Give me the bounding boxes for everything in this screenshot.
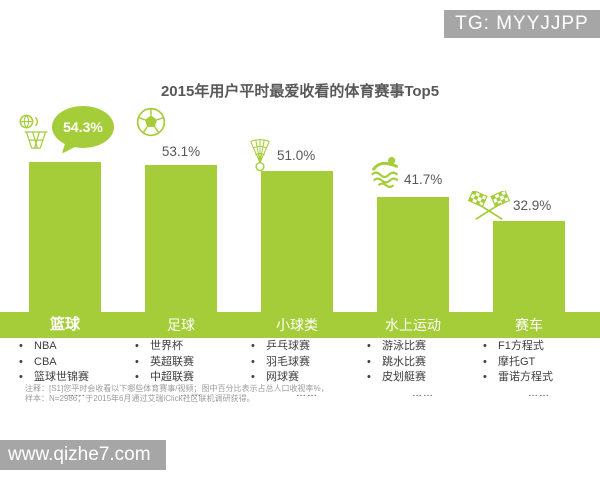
category-band: 篮球 足球 小球类 水上运动 赛车: [0, 312, 600, 338]
bar-1: [29, 162, 101, 312]
list-item: 篮球世锦赛: [19, 370, 131, 386]
list-item: F1方程式: [483, 339, 595, 355]
chart-title: 2015年用户平时最爱收看的体育赛事Top5: [160, 83, 440, 100]
bar-3: [261, 171, 333, 312]
list-item: 游泳比赛: [367, 339, 479, 355]
value-label: 51.0%: [277, 148, 316, 163]
footnote: 注释：[S1]您平时会收看以下哪些体育赛事/视频；图中百分比表示占总人口收视率%…: [25, 384, 329, 403]
footnote-line-2: 样本：N=2986；于2015年6月通过艾瑞iClick社区联机调研获得。: [25, 393, 255, 403]
shuttlecock-icon: [247, 136, 273, 173]
list-ellipsis: ……: [528, 387, 550, 399]
list-item: 羽毛球赛: [251, 355, 363, 371]
list-item: 世界杯: [135, 339, 247, 355]
category-label: 篮球: [49, 316, 81, 333]
list-item: 皮划艇赛: [367, 370, 479, 386]
value-bubble: 54.3%: [52, 106, 114, 148]
basketball-hoop-icon: [16, 113, 54, 151]
value-label: 53.1%: [161, 144, 201, 159]
value-label: 32.9%: [513, 198, 552, 213]
swimmer-icon: [368, 154, 404, 188]
category-label: 小球类: [276, 317, 318, 333]
list-ellipsis: ……: [412, 387, 434, 399]
racing-flags-icon: [466, 189, 512, 221]
list-item: 乒乓球赛: [251, 339, 363, 355]
example-list: F1方程式摩托GT雷诺方程式……: [483, 339, 595, 399]
soccer-ball-icon: [135, 106, 167, 138]
list-item: 英超联赛: [135, 355, 247, 371]
category-label: 水上运动: [385, 317, 441, 333]
example-list: NBACBA篮球世锦赛……: [19, 339, 131, 399]
list-item: 摩托GT: [483, 355, 595, 371]
watermark-top-right: TG: MYYJJPP: [444, 10, 600, 38]
example-list: 乒乓球赛羽毛球赛网球赛……: [251, 339, 363, 399]
example-list: 游泳比赛跳水比赛皮划艇赛……: [367, 339, 479, 399]
bar-5: [493, 221, 565, 312]
list-item: 跳水比赛: [367, 355, 479, 371]
list-item: 中超联赛: [135, 370, 247, 386]
list-item: 雷诺方程式: [483, 370, 595, 386]
watermark-bottom-left: www.qizhe7.com: [0, 440, 166, 470]
bar-4: [377, 197, 449, 312]
category-label: 赛车: [515, 317, 543, 333]
footnote-line-1: 注释：[S1]您平时会收看以下哪些体育赛事/视频；图中百分比表示占总人口收视率%…: [25, 384, 329, 393]
list-ellipsis: ……: [180, 387, 202, 399]
list-item: NBA: [19, 339, 131, 355]
value-label: 41.7%: [404, 172, 443, 187]
list-item: 网球赛: [251, 370, 363, 386]
category-label: 足球: [167, 317, 195, 333]
bar-2: [145, 165, 217, 312]
list-ellipsis: ……: [296, 387, 318, 399]
list-item: CBA: [19, 355, 131, 371]
list-ellipsis: ……: [64, 387, 86, 399]
example-list: 世界杯英超联赛中超联赛……: [135, 339, 247, 399]
